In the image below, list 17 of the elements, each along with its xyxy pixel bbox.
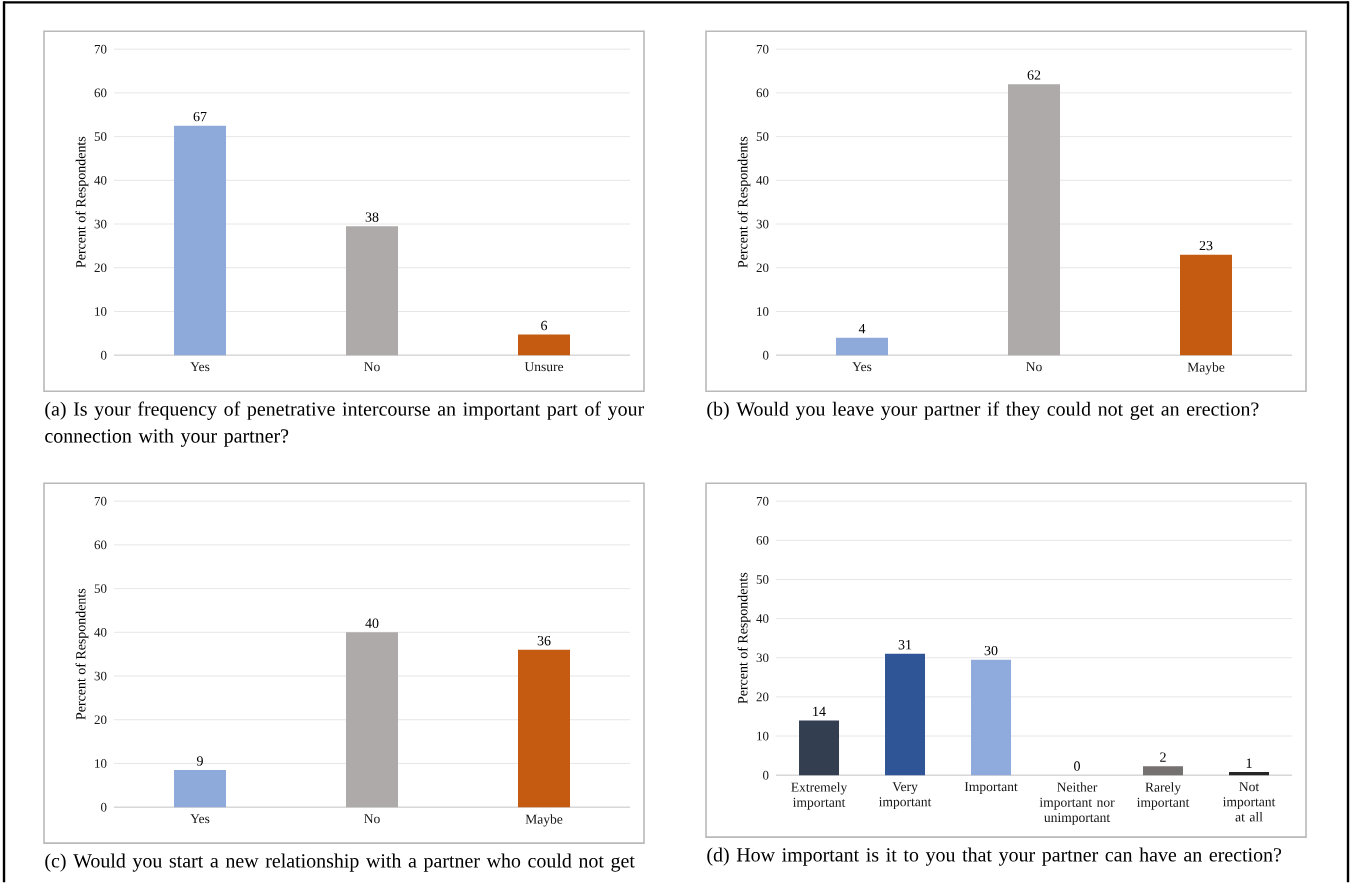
text: (a) Is your frequency of penetrative intercourse an important part of your connection with your partner?	[45, 401, 645, 448]
text: (d) How important is it to you that your partner can have an erection?	[707, 847, 1282, 867]
text: (b) Would you leave your partner if they could not get an erection?	[707, 401, 1259, 421]
bar	[1180, 254, 1233, 356]
bar	[1143, 766, 1184, 776]
bar	[971, 660, 1012, 776]
bar	[174, 770, 227, 808]
bar	[518, 650, 571, 808]
bar	[885, 654, 926, 776]
bar	[1008, 84, 1061, 356]
bar	[836, 338, 889, 356]
bar	[346, 632, 399, 808]
bar	[518, 334, 571, 356]
bar	[346, 226, 399, 356]
text: (c) Would you start a new relationship with a partner who could not get	[45, 853, 635, 873]
bar	[799, 720, 840, 776]
bar	[174, 125, 227, 356]
